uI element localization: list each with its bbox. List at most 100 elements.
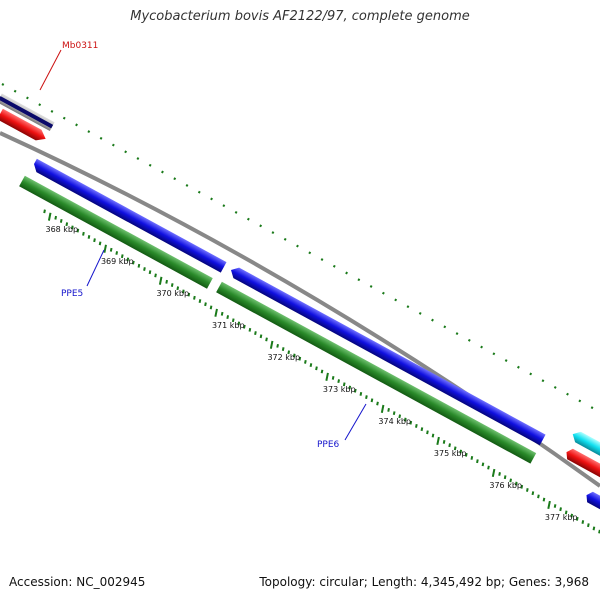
minor-tick [342, 382, 346, 387]
minor-tick [409, 420, 413, 425]
minor-tick [220, 311, 224, 316]
minor-tick [442, 440, 446, 444]
minor-tick [231, 318, 235, 323]
minor-tick [520, 484, 524, 489]
minor-tick [209, 305, 213, 310]
gene-feature-cyan-right[interactable] [570, 429, 600, 462]
tick-label: 375 kbp [434, 449, 467, 458]
tick-label: 368 kbp [45, 225, 78, 234]
minor-tick [187, 292, 191, 297]
minor-tick [204, 302, 207, 307]
major-tick [380, 404, 385, 413]
minor-tick [226, 315, 230, 319]
gene-feature-blue-right[interactable] [584, 490, 600, 522]
minor-tick [503, 475, 507, 480]
minor-tick [481, 462, 485, 467]
minor-tick [514, 481, 518, 486]
minor-tick [115, 251, 119, 255]
minor-tick [137, 263, 141, 268]
minor-tick [387, 407, 390, 412]
minor-tick [353, 388, 357, 393]
minor-tick [82, 231, 85, 236]
gene-feature-red-right[interactable] [564, 447, 600, 479]
minor-tick [403, 417, 407, 422]
major-tick [547, 500, 551, 510]
minor-tick [592, 526, 596, 531]
minor-tick [453, 446, 457, 451]
minor-tick [359, 391, 363, 396]
minor-tick [154, 273, 157, 278]
minor-tick [298, 356, 302, 361]
minor-tick [265, 337, 268, 342]
minor-tick [426, 430, 429, 435]
minor-tick [392, 411, 396, 416]
minor-tick [43, 209, 46, 214]
minor-tick [365, 395, 368, 400]
gene-feature-blue-2[interactable] [228, 265, 546, 446]
label-line-ppe5 [86, 249, 105, 287]
minor-tick [109, 247, 113, 252]
outer-tick-track [1, 83, 600, 413]
minor-tick [126, 257, 130, 262]
minor-tick [448, 443, 451, 448]
minor-tick [575, 516, 579, 521]
minor-tick [531, 491, 535, 496]
minor-tick [254, 331, 257, 335]
tick-label: 373 kbp [323, 385, 356, 394]
minor-tick [237, 321, 241, 326]
gene-feature-ppe6[interactable] [216, 281, 537, 464]
major-tick [214, 308, 218, 317]
genome-summary: Topology: circular; Length: 4,345,492 bp… [259, 575, 589, 589]
tick-label: 377 kbp [545, 513, 578, 522]
minor-tick [376, 401, 379, 406]
minor-tick [331, 375, 335, 380]
minor-tick [65, 222, 69, 227]
minor-tick [370, 398, 374, 403]
minor-tick [581, 520, 585, 524]
gene-feature-blue-1[interactable] [31, 158, 227, 273]
gene-label-ppe5[interactable]: PPE5 [61, 289, 83, 299]
minor-tick [304, 359, 307, 364]
gene-label-mb0311[interactable]: Mb0311 [62, 41, 98, 51]
minor-tick [337, 379, 341, 384]
minor-tick [59, 219, 63, 223]
minor-tick [193, 295, 196, 300]
label-line-ppe6 [344, 403, 367, 441]
tick-labels: 368 kbp 369 kbp 370 kbp 371 kbp 372 kbp 373 k… [45, 225, 578, 522]
accession-label: Accession: NC_002945 [9, 575, 146, 589]
label-line-mb0311 [39, 49, 62, 91]
minor-tick [198, 299, 202, 303]
minor-tick [243, 324, 246, 329]
minor-tick [398, 414, 402, 419]
tick-label: 372 kbp [267, 353, 300, 362]
gene-feature-ppe5[interactable] [19, 175, 213, 289]
minor-tick [564, 510, 568, 515]
minor-tick [431, 433, 435, 438]
minor-tick [509, 478, 513, 483]
minor-tick [526, 488, 529, 492]
map-title: Mycobacterium bovis AF2122/97, complete … [130, 9, 470, 24]
tick-label: 369 kbp [101, 257, 134, 266]
gene-label-ppe6[interactable]: PPE6 [317, 440, 340, 450]
minor-tick [148, 270, 152, 275]
minor-tick [176, 286, 180, 291]
minor-tick [570, 513, 574, 518]
major-tick [158, 276, 163, 285]
minor-tick [559, 507, 562, 512]
minor-tick [287, 350, 291, 355]
minor-tick [259, 334, 263, 339]
minor-tick [542, 497, 546, 502]
minor-tick [498, 472, 501, 476]
major-tick [491, 468, 496, 478]
major-tick [325, 372, 329, 381]
gene-feature-mb0311[interactable] [0, 93, 55, 131]
minor-tick [320, 369, 324, 374]
minor-tick [71, 225, 74, 230]
minor-tick [415, 424, 418, 428]
minor-tick [470, 456, 474, 460]
minor-tick [420, 427, 424, 432]
minor-tick [93, 238, 96, 243]
gene-feature-red-topleft[interactable] [0, 108, 49, 144]
minor-tick [309, 363, 313, 368]
minor-tick [120, 254, 124, 259]
